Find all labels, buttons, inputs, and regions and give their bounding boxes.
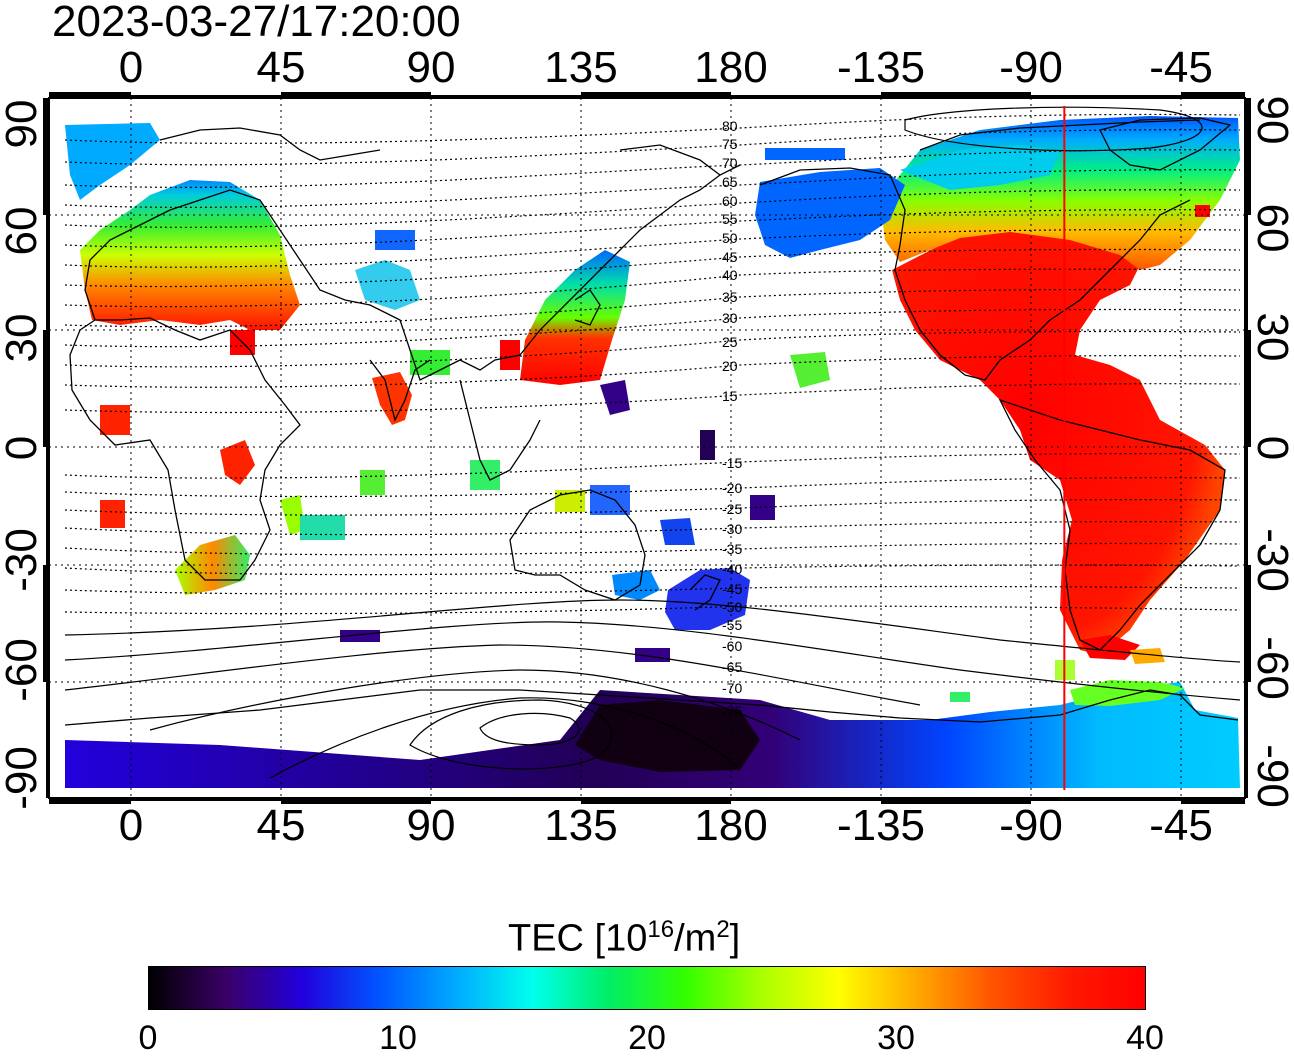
tec-patch: [470, 460, 500, 490]
contour-label: -30: [722, 521, 742, 537]
bottom-lon-tick-label: -90: [999, 801, 1063, 850]
contour-label: 60: [722, 193, 738, 209]
top-lon-tick-label: -135: [836, 43, 926, 92]
magnetic-latitude-contours: [64, 113, 1241, 615]
tec-patch: [765, 148, 845, 160]
colorbar-tick-label: 10: [379, 1019, 417, 1057]
tec-region-tierra-del-fuego: [1080, 635, 1140, 660]
tec-region-pacific-purple: [600, 380, 630, 415]
tec-region-canada-cyan: [900, 145, 1060, 190]
tec-patch: [500, 340, 520, 370]
contour-label: 70: [722, 155, 738, 171]
tec-patch: [100, 405, 130, 435]
bottom-lon-tick-label: 90: [406, 801, 456, 850]
top-lon-tick-label: -90: [999, 43, 1063, 92]
contour-label: 30: [722, 310, 738, 326]
tec-patch: [300, 515, 345, 540]
tec-patch: [700, 430, 715, 460]
tec-region-alaska: [755, 168, 905, 258]
colorbar-title-unit-exponent: 2: [716, 916, 730, 943]
contour-label: -35: [722, 541, 742, 557]
contour-label: -60: [722, 638, 742, 654]
colorbar: [148, 966, 1146, 1010]
bottom-lon-tick-label: -45: [1149, 801, 1213, 850]
timestamp-title: 2023-03-27/17:20:00: [52, 0, 461, 46]
tec-region-madagascar: [280, 495, 305, 535]
colorbar-title: TEC [1016/m2]: [508, 908, 740, 961]
bottom-lon-tick-label: 45: [256, 801, 306, 850]
colorbar-title-exponent: 16: [647, 916, 675, 943]
lat-lon-grid: [49, 98, 1245, 798]
tec-patch: [340, 630, 380, 642]
top-lon-tick-label: 135: [544, 43, 618, 92]
tec-region-falklands: [1130, 648, 1165, 664]
colorbar-tick-label: 30: [877, 1019, 915, 1057]
contour-label: -50: [722, 599, 742, 615]
contour-label: -45: [722, 581, 742, 597]
tec-region-central-asia: [355, 260, 420, 310]
colorbar-tick-label: 40: [1126, 1019, 1164, 1057]
contour-label: 25: [722, 334, 738, 350]
tec-map: 80 75 70 65 60 55 50 45 40 35 30 25 20 1…: [43, 92, 1251, 804]
contour-label: 20: [722, 358, 738, 374]
tec-patch: [410, 350, 450, 375]
contour-label: 45: [722, 249, 738, 265]
contour-label: -20: [722, 480, 742, 496]
tec-region-east-asia: [520, 250, 630, 385]
tec-patch: [750, 495, 775, 520]
colorbar-title-unit: /m: [674, 917, 717, 960]
tec-patch: [100, 500, 125, 528]
frame-tick-gaps: [43, 92, 1251, 804]
contour-label: -70: [722, 680, 742, 696]
tec-patch: [555, 490, 585, 512]
southern-contours-solid: [64, 106, 1241, 779]
contour-label: -65: [722, 659, 742, 675]
tec-patch: [360, 470, 385, 495]
contour-label: -75: [722, 703, 742, 719]
bottom-lon-tick-label: 135: [544, 801, 618, 850]
bottom-lon-tick-label: 180: [694, 801, 768, 850]
contour-label: 35: [722, 289, 738, 305]
bottom-lon-tick-label: -135: [836, 801, 926, 850]
contour-label: 50: [722, 230, 738, 246]
top-lon-tick-label: -45: [1149, 43, 1213, 92]
colorbar-tick-label: 0: [138, 1019, 158, 1057]
top-lon-tick-label: 180: [694, 43, 768, 92]
contour-label: 40: [722, 267, 738, 283]
contour-label: -40: [722, 561, 742, 577]
colorbar-title-close: ]: [729, 917, 741, 960]
tec-region-antarctic-core: [575, 700, 760, 772]
top-lon-tick-label: 0: [118, 43, 144, 92]
contour-labels: 80 75 70 65 60 55 50 45 40 35 30 25 20 1…: [722, 118, 742, 719]
tec-region-australia-se: [612, 570, 660, 600]
top-lon-tick-label: 45: [256, 43, 306, 92]
tec-patch: [1195, 205, 1210, 217]
contour-label: 80: [722, 118, 738, 134]
contour-label: -15: [722, 455, 742, 471]
contour-label: 15: [722, 388, 738, 404]
tec-region-pacific-blue: [660, 518, 695, 545]
colorbar-title-main: TEC [10: [508, 917, 648, 960]
tec-patch: [950, 692, 970, 702]
contour-label: -25: [722, 501, 742, 517]
tec-region-hawaii: [790, 352, 830, 388]
tec-region-europe: [80, 180, 300, 330]
contour-label: -55: [722, 617, 742, 633]
contour-label: 55: [722, 211, 738, 227]
top-lon-tick-label: 90: [406, 43, 456, 92]
contour-label: 65: [722, 174, 738, 190]
tec-patch: [375, 230, 415, 250]
tec-region-east-africa: [220, 440, 255, 485]
bottom-lon-tick-label: 0: [118, 801, 144, 850]
contour-label: 75: [722, 136, 738, 152]
colorbar-tick-label: 20: [628, 1019, 666, 1057]
tec-region-new-zealand: [665, 568, 750, 630]
